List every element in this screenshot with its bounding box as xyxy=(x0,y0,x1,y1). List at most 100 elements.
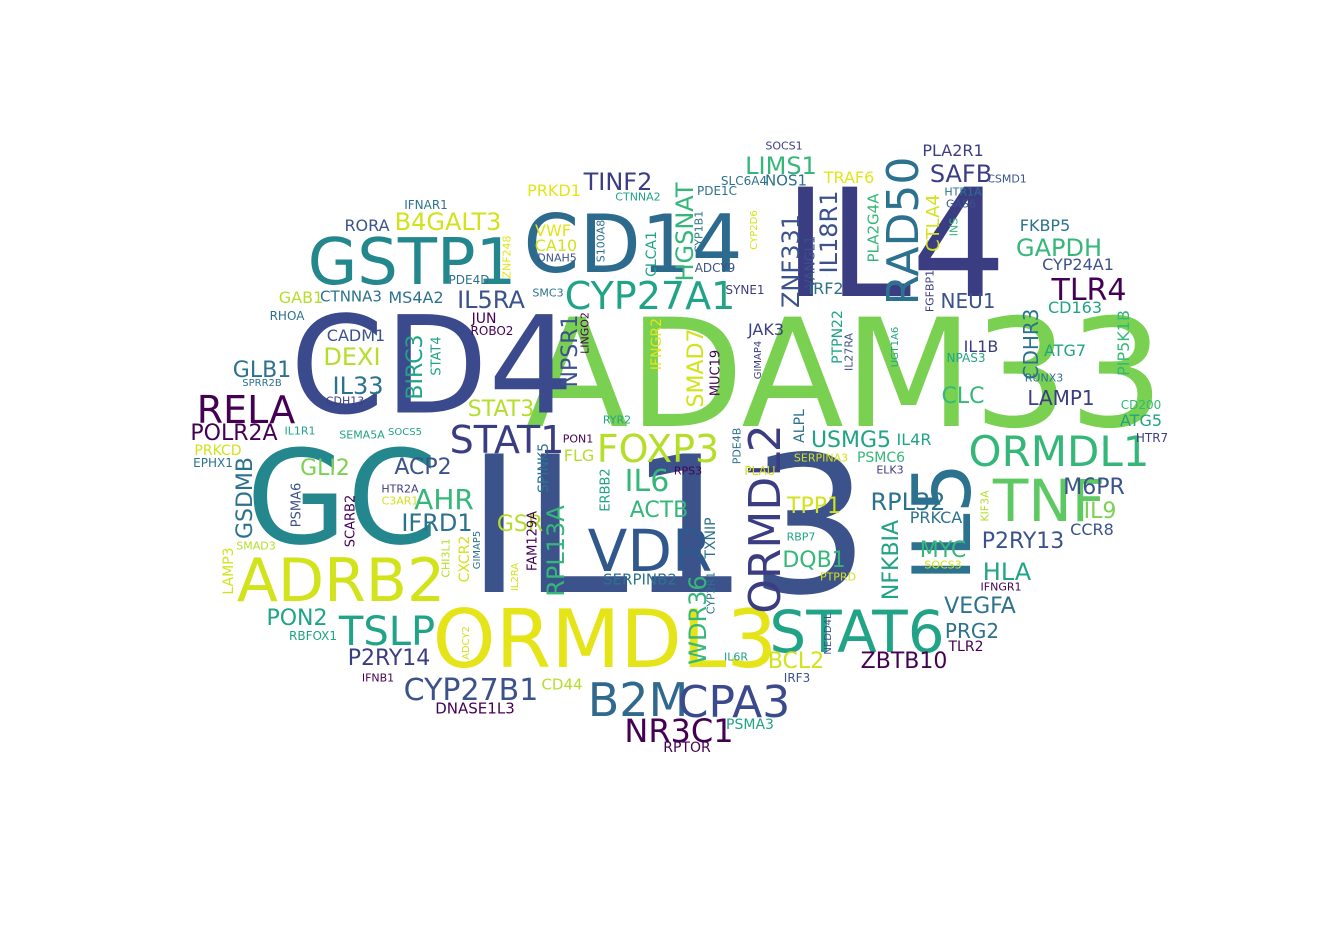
word-stat6: STAT6 xyxy=(769,598,945,666)
word-il4r: IL4R xyxy=(896,430,932,449)
word-ptprd: PTPRD xyxy=(819,570,857,584)
word-fkbp5: FKBP5 xyxy=(1019,216,1071,235)
word-fgfbp1: FGFBP1 xyxy=(923,269,937,313)
word-il2ra: IL2RA xyxy=(510,562,521,592)
word-irf3: IRF3 xyxy=(783,671,811,685)
word-tpp1: TPP1 xyxy=(787,494,841,519)
word-prkd1: PRKD1 xyxy=(527,181,581,200)
word-slc6a4: SLC6A4 xyxy=(720,174,768,188)
word-adcy9: ADCY9 xyxy=(694,261,736,275)
word-htr1a: HTR1A xyxy=(944,185,982,199)
word-atg5: ATG5 xyxy=(1119,411,1163,430)
word-cyp27b1: CYP27B1 xyxy=(403,673,539,708)
word-prg2: PRG2 xyxy=(944,619,1000,643)
word-htr2a: HTR2A xyxy=(381,482,419,496)
word-smc3: SMC3 xyxy=(532,286,564,300)
word-gimap5: GIMAP5 xyxy=(472,530,483,570)
word-pon2: PON2 xyxy=(266,606,328,631)
word-il9: IL9 xyxy=(1083,499,1117,524)
word-socs3: SOCS3 xyxy=(924,558,962,572)
word-ccr8: CCR8 xyxy=(1070,520,1114,539)
word-rad50: RAD50 xyxy=(878,156,929,306)
word-cxcr2: CXCR2 xyxy=(457,535,473,583)
word-adam33: ADAM33 xyxy=(525,288,1165,462)
word-rela: RELA xyxy=(196,388,296,432)
word-rpl13a: RPL13A xyxy=(542,505,570,597)
word-vdr: VDR xyxy=(587,517,713,585)
word-traf6: TRAF6 xyxy=(823,168,875,187)
word-kif3a: KIF3A xyxy=(978,490,992,522)
word-cyp2d6: CYP2D6 xyxy=(749,210,760,250)
word-ifngr2: IFNGR2 xyxy=(649,317,665,371)
word-psma3: PSMA3 xyxy=(726,717,774,733)
word-pde4b: PDE4B xyxy=(730,427,744,465)
word-psma6: PSMA6 xyxy=(289,482,305,528)
word-m6pr: M6PR xyxy=(1063,475,1125,500)
word-rptor: RPTOR xyxy=(663,740,711,756)
word-cyp24a1: CYP24A1 xyxy=(1042,255,1114,274)
word-clc: CLC xyxy=(941,384,985,409)
word-ifnb1: IFNB1 xyxy=(361,671,395,685)
word-runx3: RUNX3 xyxy=(1024,371,1064,385)
word-glb1: GLB1 xyxy=(232,358,292,383)
word-tlr4: TLR4 xyxy=(1051,273,1127,308)
word-lamp3: LAMP3 xyxy=(221,547,237,595)
word-rora: RORA xyxy=(344,216,390,235)
word-txnip: TXNIP xyxy=(703,517,719,559)
word-il4: IL4 xyxy=(783,158,1007,332)
word-nos1: NOS1 xyxy=(764,171,808,190)
word-dnah5: DNAH5 xyxy=(537,251,577,265)
word-smad7: SMAD7 xyxy=(684,328,709,408)
word-safb: SAFB xyxy=(929,160,993,188)
word-rbp7: RBP7 xyxy=(786,530,816,544)
word-foxp3: FOXP3 xyxy=(596,427,720,471)
word-serpina3: SERPINA3 xyxy=(793,451,849,465)
word-cdhr3: CDHR3 xyxy=(1019,308,1043,380)
word-erbb2: ERBB2 xyxy=(598,468,614,512)
word-stat3: STAT3 xyxy=(467,397,535,422)
word-pde1c: PDE1C xyxy=(696,184,738,198)
word-dqb1: DQB1 xyxy=(782,548,846,573)
word-il1r1: IL1R1 xyxy=(284,424,316,438)
word-stat1: STAT1 xyxy=(449,418,565,462)
word-cpa3: CPA3 xyxy=(677,677,791,728)
word-il13: IL13 xyxy=(466,416,870,637)
word-rbfox1: RBFOX1 xyxy=(288,629,338,643)
word-gc: GC xyxy=(246,422,438,574)
word-neu1: NEU1 xyxy=(940,289,996,313)
word-rhoa: RHOA xyxy=(269,309,305,323)
word-gsdmb: GSDMB xyxy=(233,456,258,540)
word-ifngr1: IFNGR1 xyxy=(980,580,1022,594)
word-ms4a2: MS4A2 xyxy=(388,288,444,307)
word-cdh13: CDH13 xyxy=(325,394,365,408)
word-stat4: STAT4 xyxy=(429,336,445,376)
word-ctnna2: CTNNA2 xyxy=(615,190,661,204)
word-dexi: DEXI xyxy=(323,343,381,371)
word-nfkbia: NFKBIA xyxy=(879,519,904,601)
word-ryr2: RYR2 xyxy=(602,413,632,427)
word-csmd1: CSMD1 xyxy=(987,172,1027,186)
word-cd44: CD44 xyxy=(541,675,583,694)
word-ctnna3: CTNNA3 xyxy=(320,287,382,306)
word-chi3l1: CHI3L1 xyxy=(439,538,453,578)
word-adcy2: ADCY2 xyxy=(461,626,472,660)
word-robo2: ROBO2 xyxy=(470,324,514,338)
word-il6: IL6 xyxy=(624,464,670,499)
word-il1b: IL1B xyxy=(963,337,999,356)
word-pla2g4a: PLA2G4A xyxy=(864,193,883,263)
word-pde4d: PDE4D xyxy=(448,273,490,287)
word-vangl1: VANGL1 xyxy=(803,235,819,289)
word-ahr: AHR xyxy=(414,483,474,516)
word-cadm1: CADM1 xyxy=(326,326,386,345)
word-bcl2: BCL2 xyxy=(767,649,825,674)
word-prkcd: PRKCD xyxy=(194,443,242,459)
word-scarb2: SCARB2 xyxy=(343,494,359,548)
word-plau: PLAU xyxy=(744,464,776,478)
word-lingo2: LINGO2 xyxy=(578,312,592,354)
word-elk3: ELK3 xyxy=(876,463,904,477)
word-lamp1: LAMP1 xyxy=(1027,386,1095,410)
word-pon1: PON1 xyxy=(562,432,594,446)
word-alpl: ALPL xyxy=(792,409,808,443)
word-il33: IL33 xyxy=(332,372,384,400)
